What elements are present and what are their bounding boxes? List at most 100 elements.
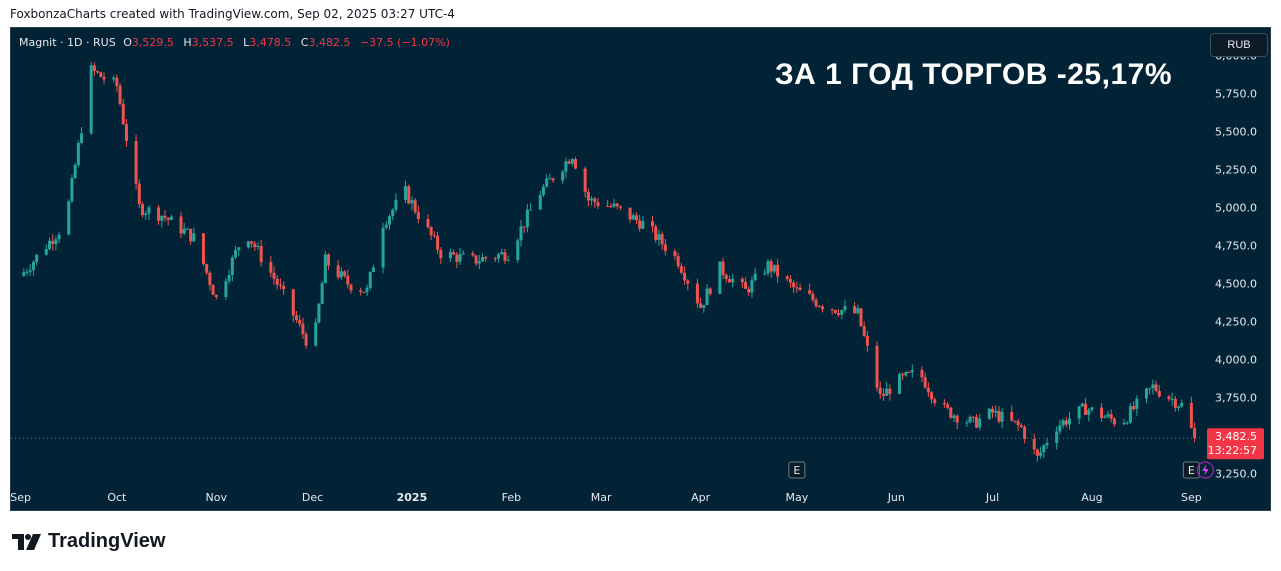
candle-body: [1016, 421, 1020, 426]
candle-body: [1177, 406, 1181, 408]
candle-body: [952, 415, 956, 418]
candle-body: [991, 408, 995, 413]
candle-body: [1080, 403, 1084, 407]
candle-body: [920, 370, 924, 378]
candle-body: [160, 215, 164, 221]
candle-body: [750, 280, 754, 293]
currency-button[interactable]: RUB: [1210, 33, 1268, 57]
candle-body: [901, 374, 905, 376]
candle-body: [346, 275, 350, 285]
candle-body: [731, 278, 735, 283]
candle-body: [22, 272, 26, 276]
candle-body: [471, 253, 475, 256]
candle-body: [189, 228, 193, 242]
candle-body: [320, 283, 324, 304]
candle-body: [185, 228, 189, 230]
candle-body: [1132, 406, 1136, 410]
candle-body: [323, 254, 327, 284]
candle-body: [137, 183, 141, 205]
candle-body: [73, 164, 77, 178]
candle-body: [1042, 445, 1046, 453]
candle-body: [253, 243, 257, 248]
candle-body: [439, 249, 443, 259]
candle-body: [529, 209, 533, 211]
candle-body: [44, 249, 48, 255]
candle-body: [201, 233, 205, 265]
x-tick-label: 2025: [397, 491, 428, 504]
candle-body: [368, 271, 372, 288]
high-label: H: [183, 36, 192, 49]
candle-body: [89, 65, 93, 134]
candle-body: [339, 271, 343, 278]
candle-body: [237, 247, 241, 251]
candle-body: [897, 374, 901, 394]
candle-body: [875, 345, 879, 388]
candle-body: [314, 322, 318, 346]
candle-body: [343, 271, 347, 276]
candle-body: [224, 281, 228, 298]
candle-body: [663, 244, 667, 252]
price-chart[interactable]: 6,000.05,750.05,500.05,250.05,000.04,750…: [11, 28, 1271, 511]
candle-body: [971, 416, 975, 418]
candle-body: [230, 257, 234, 276]
candle-body: [432, 235, 436, 237]
candle-body: [1128, 406, 1132, 423]
candle-body: [1019, 425, 1023, 428]
lightning-bolt: [1202, 464, 1209, 476]
candle-body: [830, 309, 834, 311]
chart-frame[interactable]: 6,000.05,750.05,500.05,250.05,000.04,750…: [10, 27, 1271, 511]
candle-body: [304, 334, 308, 346]
candle-body: [699, 303, 703, 308]
last-price-countdown: 13:22:57: [1208, 444, 1257, 457]
candle-body: [747, 288, 751, 293]
candle-body: [840, 309, 844, 315]
candle-body: [769, 261, 773, 272]
candle-body: [708, 288, 712, 294]
candle-body: [548, 178, 552, 180]
candle-body: [541, 186, 545, 195]
open-value: 3,529.5: [131, 36, 174, 49]
candle-body: [493, 258, 497, 260]
candle-body: [888, 388, 892, 394]
candle-body: [1103, 416, 1107, 418]
earnings-marker[interactable]: [1182, 461, 1200, 479]
low-value: 3,478.5: [249, 36, 292, 49]
candle-body: [47, 240, 51, 250]
candle-body: [214, 294, 218, 298]
candle-body: [926, 387, 930, 393]
candle-body: [638, 220, 642, 229]
candle-body: [766, 261, 770, 274]
candle-body: [606, 206, 610, 208]
candle-body: [1000, 411, 1004, 422]
change-value: −37.5 (−1.07%): [359, 36, 450, 49]
candle-body: [808, 290, 812, 294]
candle-body: [124, 124, 128, 142]
candle-body: [275, 278, 279, 285]
candle-body: [593, 198, 597, 203]
candle-body: [250, 241, 254, 244]
candle-body: [679, 266, 683, 273]
tradingview-logo[interactable]: TradingView: [12, 530, 165, 553]
candle-body: [391, 209, 395, 217]
candle-body: [788, 278, 792, 283]
candle-body: [923, 377, 927, 388]
candle-body: [907, 372, 911, 374]
y-tick-label: 4,000.0: [1215, 354, 1257, 367]
y-tick-label: 5,250.0: [1215, 163, 1257, 176]
candle-body: [1067, 418, 1071, 425]
candle-body: [792, 282, 796, 288]
candle-body: [657, 234, 661, 240]
candle-body: [718, 261, 722, 294]
candle-body: [821, 306, 825, 310]
candle-body: [721, 261, 725, 275]
candle-body: [673, 251, 677, 256]
candle-body: [234, 250, 238, 258]
earnings-marker-label: E: [1188, 464, 1195, 477]
tradingview-logo-icon: [12, 533, 41, 550]
candle-body: [817, 306, 821, 308]
candle-body: [481, 257, 485, 262]
candle-body: [182, 228, 186, 234]
y-tick-label: 5,000.0: [1215, 201, 1257, 214]
close-label: C: [300, 36, 309, 49]
earnings-marker[interactable]: [788, 461, 806, 479]
